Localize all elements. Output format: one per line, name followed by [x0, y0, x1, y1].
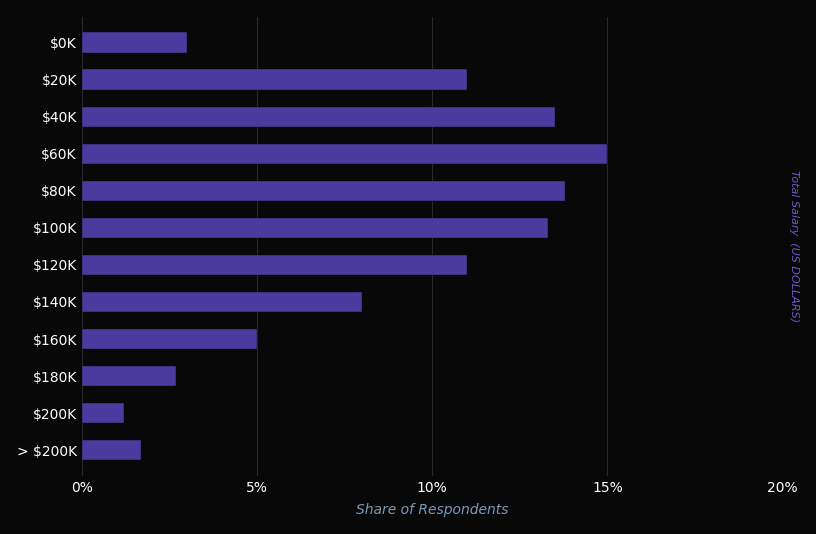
X-axis label: Share of Respondents: Share of Respondents [356, 504, 508, 517]
Y-axis label: Total Salary  (US DOLLARS): Total Salary (US DOLLARS) [789, 170, 800, 323]
Bar [82, 33, 187, 53]
Bar [82, 69, 468, 90]
Bar [82, 329, 257, 349]
Bar [82, 218, 548, 238]
Bar [82, 403, 124, 423]
Bar [82, 440, 141, 460]
Bar [82, 366, 176, 386]
Bar [82, 144, 607, 164]
Bar [82, 180, 565, 201]
Bar [82, 292, 362, 312]
Bar [82, 255, 468, 275]
Bar [82, 106, 555, 127]
